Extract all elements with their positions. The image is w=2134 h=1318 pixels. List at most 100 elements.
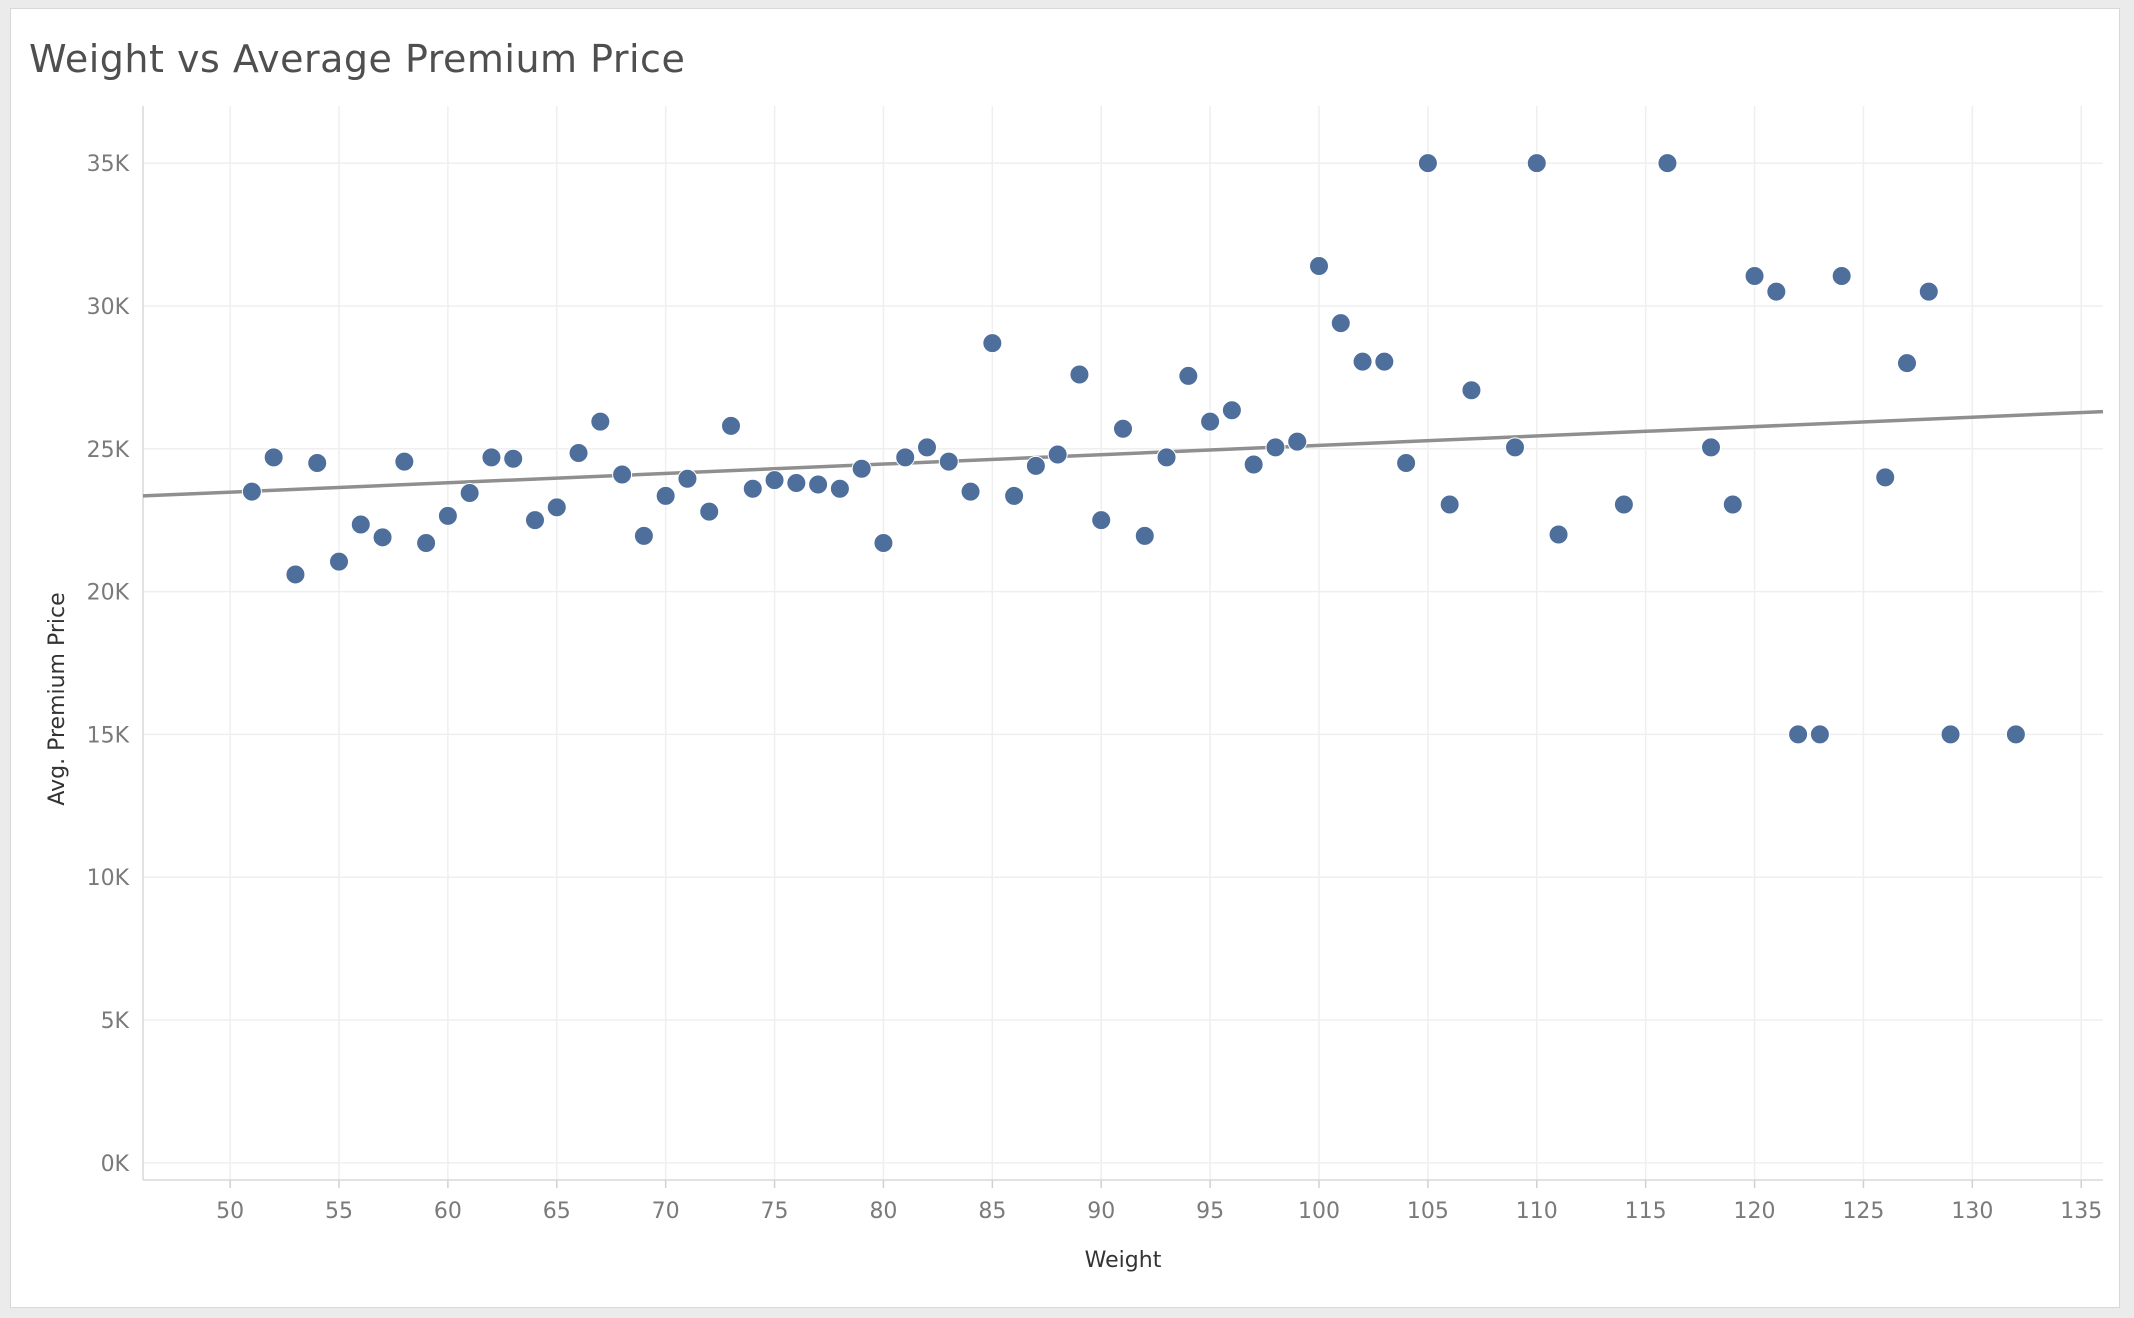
data-point bbox=[416, 533, 437, 554]
data-point bbox=[1243, 454, 1264, 475]
data-point bbox=[786, 473, 807, 494]
data-point bbox=[1809, 724, 1830, 745]
data-point bbox=[1134, 525, 1155, 546]
data-point bbox=[1875, 467, 1896, 488]
x-tick-label: 95 bbox=[1196, 1199, 1224, 1224]
data-point bbox=[481, 447, 502, 468]
x-axis-title: Weight bbox=[1085, 1248, 1162, 1273]
x-tick-label: 125 bbox=[1842, 1199, 1884, 1224]
data-point bbox=[1439, 494, 1460, 515]
data-point bbox=[742, 478, 763, 499]
x-tick-label: 135 bbox=[2060, 1199, 2102, 1224]
x-tick-label: 120 bbox=[1734, 1199, 1776, 1224]
data-point bbox=[633, 525, 654, 546]
data-point bbox=[459, 483, 480, 504]
data-point bbox=[1548, 524, 1569, 545]
data-point bbox=[612, 464, 633, 485]
data-point bbox=[1374, 351, 1395, 372]
data-point bbox=[1657, 153, 1678, 174]
labels-layer: 50 55 60 65 70 75 80 85 90 95 100 105 110 115 120 125 13… bbox=[87, 152, 2103, 1224]
y-tick-label: 35K bbox=[87, 152, 130, 177]
data-point bbox=[699, 501, 720, 522]
data-point bbox=[263, 447, 284, 468]
data-point bbox=[503, 448, 524, 469]
data-point bbox=[1287, 431, 1308, 452]
data-point bbox=[350, 514, 371, 535]
data-point bbox=[1897, 353, 1917, 374]
data-point bbox=[960, 481, 981, 502]
y-tick-label: 20K bbox=[87, 581, 130, 606]
data-point bbox=[1918, 281, 1939, 302]
data-point bbox=[851, 458, 872, 479]
data-point bbox=[437, 505, 458, 526]
x-tick-label: 85 bbox=[978, 1199, 1006, 1224]
y-tick-label: 5K bbox=[101, 1009, 130, 1034]
data-point bbox=[1526, 153, 1547, 174]
x-tick-label: 60 bbox=[434, 1199, 462, 1224]
points-layer bbox=[241, 153, 2026, 745]
data-point bbox=[1091, 510, 1112, 531]
axes bbox=[142, 106, 2103, 1188]
data-point bbox=[525, 510, 545, 531]
data-point bbox=[241, 481, 262, 502]
data-point bbox=[677, 468, 698, 489]
data-point bbox=[938, 451, 959, 472]
data-point bbox=[1396, 453, 1417, 474]
x-tick-label: 75 bbox=[761, 1199, 789, 1224]
x-tick-label: 80 bbox=[869, 1199, 897, 1224]
data-point bbox=[1047, 444, 1068, 465]
data-point bbox=[1613, 494, 1634, 515]
data-point bbox=[808, 474, 829, 495]
x-tick-label: 70 bbox=[652, 1199, 680, 1224]
data-point bbox=[568, 443, 589, 464]
x-tick-label: 55 bbox=[325, 1199, 353, 1224]
data-point bbox=[372, 527, 393, 548]
chart-title: Weight vs Average Premium Price bbox=[29, 37, 686, 81]
x-tick-label: 100 bbox=[1298, 1199, 1340, 1224]
data-point bbox=[1200, 411, 1221, 432]
data-point bbox=[1722, 494, 1743, 515]
data-point bbox=[1505, 437, 1525, 458]
data-point bbox=[546, 497, 567, 518]
data-point bbox=[982, 333, 1003, 354]
trend-line bbox=[142, 409, 2104, 498]
x-tick-label: 105 bbox=[1407, 1199, 1449, 1224]
y-axis-title: Avg. Premium Price bbox=[45, 592, 70, 805]
data-point bbox=[1766, 281, 1787, 302]
x-tick-label: 110 bbox=[1516, 1199, 1558, 1224]
data-point bbox=[1221, 400, 1242, 421]
data-point bbox=[1461, 380, 1482, 401]
x-tick-label: 90 bbox=[1087, 1199, 1115, 1224]
data-point bbox=[721, 415, 741, 436]
x-tick-label: 65 bbox=[543, 1199, 571, 1224]
data-point bbox=[1069, 364, 1090, 385]
data-point bbox=[285, 564, 306, 585]
x-tick-label: 115 bbox=[1625, 1199, 1667, 1224]
data-point bbox=[895, 447, 916, 468]
data-point bbox=[1744, 265, 1765, 286]
data-point bbox=[329, 551, 349, 572]
data-point bbox=[655, 485, 676, 506]
y-tick-label: 25K bbox=[87, 438, 130, 463]
x-tick-label: 50 bbox=[216, 1199, 244, 1224]
data-point bbox=[1113, 418, 1133, 439]
data-point bbox=[1004, 485, 1025, 506]
chart-frame: Weight vs Average Premium Price bbox=[10, 8, 2120, 1308]
data-point bbox=[917, 437, 937, 458]
y-tick-label: 10K bbox=[87, 866, 130, 891]
x-tick-label: 130 bbox=[1951, 1199, 1993, 1224]
data-point bbox=[1352, 351, 1373, 372]
data-point bbox=[829, 478, 850, 499]
data-point bbox=[590, 411, 611, 432]
data-point bbox=[1156, 447, 1177, 468]
data-point bbox=[307, 453, 328, 474]
grid bbox=[143, 106, 2103, 1180]
y-tick-label: 15K bbox=[87, 723, 130, 748]
data-point bbox=[1025, 455, 1046, 476]
trend-layer bbox=[142, 409, 2104, 498]
data-point bbox=[1940, 724, 1961, 745]
data-point bbox=[1831, 265, 1852, 286]
data-point bbox=[1309, 255, 1329, 276]
y-tick-label: 0K bbox=[101, 1152, 130, 1177]
